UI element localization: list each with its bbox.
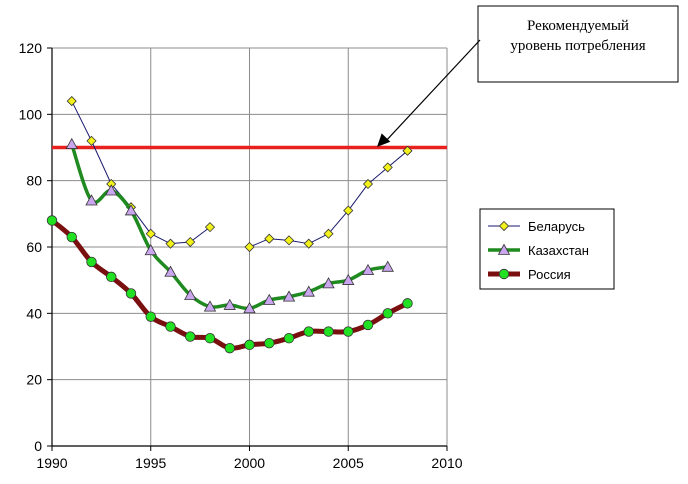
point-1-1995	[145, 228, 156, 239]
point-3-2001	[264, 337, 275, 349]
series-3	[46, 215, 413, 354]
series-group	[46, 96, 413, 354]
point-3-1993	[106, 271, 117, 283]
point-2-1997	[184, 288, 197, 300]
point-3-1998	[204, 333, 216, 344]
point-3-1999	[224, 342, 235, 354]
point-2-1993	[105, 184, 118, 196]
legend-marker-2	[497, 243, 511, 255]
x-tick-label-2005: 2005	[333, 455, 364, 471]
legend-label-1: Беларусь	[528, 219, 585, 234]
point-2-2002	[282, 290, 296, 302]
point-2-1991	[65, 137, 78, 149]
point-2-1994	[124, 204, 138, 216]
legend-label-3: Россия	[528, 267, 571, 282]
point-1-1992	[86, 135, 97, 146]
series-1	[66, 96, 413, 253]
point-1-2008	[402, 145, 413, 156]
point-3-2002	[283, 333, 295, 344]
point-1-1996	[165, 238, 176, 249]
point-1-2000	[244, 241, 255, 253]
point-2-2006	[361, 263, 375, 276]
point-3-2003	[303, 326, 314, 337]
point-3-1995	[145, 311, 156, 322]
legend: Беларусь Казахстан Россия	[479, 208, 615, 290]
point-3-2007	[382, 308, 393, 319]
annotation-text-1: Рекомендуемый	[527, 18, 629, 34]
point-3-1997	[185, 331, 196, 342]
x-tick-label-1990: 1990	[36, 455, 67, 471]
point-2-2003	[302, 285, 315, 297]
point-1-1998	[204, 222, 216, 233]
point-3-2000	[244, 339, 255, 351]
x-tick-label-2010: 2010	[431, 455, 462, 471]
annotation-arrow-shaft	[384, 39, 481, 143]
point-1-2004	[323, 228, 334, 239]
point-2-1999	[223, 298, 236, 310]
legend-label-2: Казахстан	[528, 243, 589, 258]
point-1-2002	[283, 235, 295, 246]
point-1-2001	[264, 233, 275, 244]
y-tick-label-20: 20	[26, 372, 42, 388]
point-1-2003	[303, 238, 314, 249]
y-tick-label-40: 40	[26, 305, 42, 321]
point-1-2006	[362, 178, 374, 190]
y-tick-label-80: 80	[26, 173, 42, 189]
y-tick-label-100: 100	[19, 106, 43, 122]
annotation-arrow-head	[377, 133, 391, 147]
point-3-1994	[125, 288, 137, 299]
point-3-1991	[66, 231, 77, 243]
point-1-2007	[382, 162, 393, 173]
series-2	[65, 137, 394, 314]
point-1-1991	[66, 96, 77, 107]
point-2-2000	[243, 302, 256, 314]
point-2-2001	[263, 293, 276, 305]
annotation-box	[477, 5, 679, 83]
legend-marker-1	[498, 220, 510, 232]
point-2-2005	[342, 273, 355, 285]
tick-labels: 1990 1995 2000 2005 2010 0 20 40 60 80 100 120	[19, 40, 463, 471]
point-3-1992	[86, 256, 97, 268]
point-3-2005	[343, 326, 354, 337]
legend-marker-3	[498, 268, 510, 280]
point-3-1996	[165, 321, 176, 332]
y-tick-label-60: 60	[26, 239, 42, 255]
y-tick-label-0: 0	[34, 438, 42, 454]
series-line-3-seg-1	[49, 217, 410, 351]
series-line-1-seg-1	[71, 100, 211, 245]
point-1-1997	[185, 236, 196, 248]
point-3-2006	[362, 319, 374, 331]
point-2-2004	[322, 277, 335, 289]
point-2-1998	[203, 300, 217, 312]
x-tick-label-1995: 1995	[135, 455, 166, 471]
annotation-text-2: уровень потребления	[510, 38, 645, 54]
point-3-1990	[46, 215, 58, 226]
point-3-2004	[323, 326, 334, 337]
point-2-1996	[164, 265, 177, 277]
annotation: Рекомендуемый уровень потребления	[377, 5, 679, 147]
point-2-1992	[85, 194, 98, 206]
point-1-2005	[343, 205, 354, 216]
point-3-2008	[402, 298, 413, 309]
point-2-1995	[144, 243, 157, 256]
axes	[47, 47, 448, 451]
point-2-2007	[381, 260, 394, 272]
y-tick-label-120: 120	[19, 40, 43, 56]
x-tick-label-2000: 2000	[234, 455, 265, 471]
